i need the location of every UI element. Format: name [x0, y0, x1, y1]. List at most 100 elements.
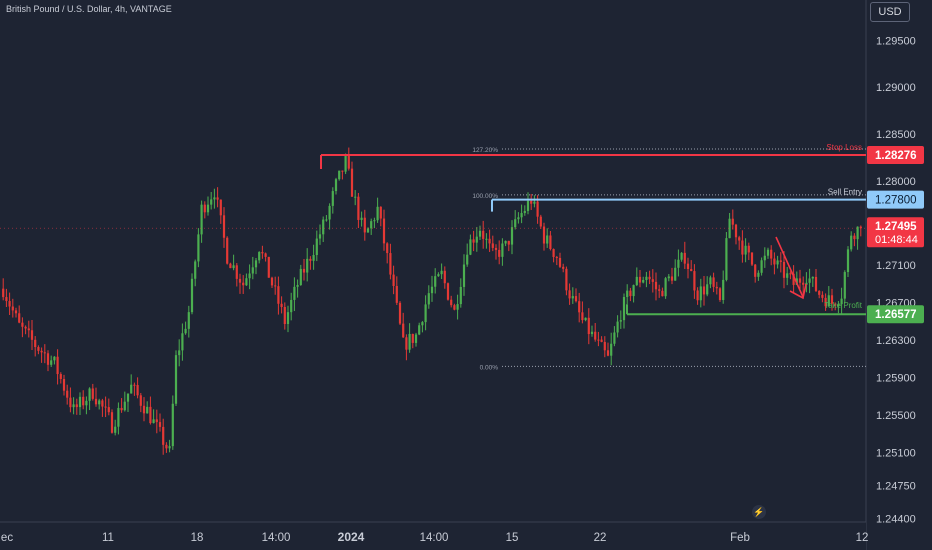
candle-body [491, 243, 494, 248]
candle-body [21, 322, 24, 327]
candle-body [216, 197, 219, 200]
candle-body [446, 283, 450, 300]
candle-body [750, 252, 754, 265]
candle-body [373, 220, 376, 222]
candle-body [11, 306, 14, 311]
candle-body [802, 282, 805, 285]
candle-body [309, 258, 312, 261]
candle-body [728, 218, 731, 239]
candle-body [418, 325, 421, 335]
candle-body [760, 260, 763, 273]
candle-body [344, 155, 347, 172]
candle-body [501, 243, 504, 257]
candle-body [376, 206, 379, 221]
candle-body [178, 350, 181, 356]
candle-body [661, 290, 664, 297]
candle-body [242, 282, 245, 286]
candle-body [267, 256, 270, 278]
candle-body [366, 228, 370, 233]
candle-body [725, 238, 728, 280]
candle-body [40, 350, 43, 353]
candle-body [542, 226, 546, 244]
time-axis-panel[interactable] [0, 522, 866, 550]
candle-body [846, 249, 850, 273]
candle-body [469, 239, 472, 255]
candle-body [50, 360, 53, 365]
candle-body [357, 196, 360, 220]
candle-body [136, 384, 139, 396]
candle-body [462, 264, 466, 287]
candle-body [174, 355, 178, 404]
candle-body [629, 290, 632, 297]
candle-body [110, 412, 114, 433]
currency-button[interactable]: USD [870, 2, 910, 22]
candle-body [642, 280, 645, 283]
candle-body [53, 356, 56, 361]
price-tick-label: 1.25500 [876, 410, 916, 422]
candle-body [632, 285, 635, 297]
candle-body [235, 265, 238, 279]
candle-body [274, 285, 277, 287]
candle-series [2, 147, 862, 455]
candle-body [331, 191, 334, 206]
candle-body [424, 304, 427, 323]
candle-body [46, 353, 50, 365]
candle-body [328, 205, 331, 220]
lightning-icon[interactable]: ⚡ [752, 505, 766, 519]
plot-area[interactable] [0, 0, 866, 522]
candle-body [722, 279, 725, 300]
candle-body [536, 201, 539, 217]
candle-body [392, 274, 395, 286]
candle-body [261, 252, 264, 254]
candle-body [354, 196, 357, 198]
candle-body [34, 339, 37, 348]
candle-body [459, 286, 462, 305]
candle-body [670, 276, 674, 281]
candle-body [341, 170, 344, 172]
take-profit-price-tag-text: 1.26577 [875, 309, 917, 321]
time-tick-label: 15 [506, 532, 519, 544]
candle-body [142, 405, 146, 414]
price-axis-labels: 1.295001.290001.285001.280001.271001.267… [867, 35, 924, 525]
candle-body [645, 276, 648, 281]
candle-body [290, 299, 293, 313]
candle-body [107, 407, 110, 413]
candle-body [24, 326, 27, 329]
candle-body [798, 278, 802, 283]
candle-body [120, 407, 123, 411]
candle-body [834, 303, 837, 306]
symbol-title[interactable]: British Pound / U.S. Dollar, 4h, VANTAGE [6, 4, 172, 14]
candle-body [712, 277, 715, 287]
candle-body [792, 273, 795, 285]
candle-body [622, 297, 626, 321]
candle-body [552, 249, 555, 257]
candle-body [91, 388, 94, 399]
candle-body [610, 343, 613, 356]
candle-body [658, 289, 661, 291]
candle-body [386, 243, 389, 254]
candle-body [651, 279, 654, 282]
candle-body [360, 217, 363, 220]
candle-body [466, 254, 469, 265]
time-tick-label: 14:00 [420, 532, 449, 544]
candle-body [808, 278, 811, 283]
time-tick-label: 14:00 [262, 532, 291, 544]
candle-body [744, 245, 747, 255]
candle-body [584, 317, 587, 321]
candle-body [562, 266, 565, 269]
candle-body [72, 404, 75, 408]
last-price-tag-text: 1.27495 [875, 221, 917, 233]
time-tick-label: ec [1, 532, 13, 544]
price-axis-panel[interactable] [866, 0, 932, 550]
candle-body [126, 393, 130, 402]
candle-body [827, 295, 830, 307]
candle-body [338, 170, 341, 180]
candle-body [184, 328, 187, 334]
sell-entry-label: Sell Entry [828, 188, 862, 197]
candle-body [530, 200, 533, 204]
countdown-text: 01:48:44 [875, 234, 918, 246]
candle-body [146, 406, 149, 414]
candle-body [158, 422, 162, 427]
candle-body [232, 265, 235, 269]
